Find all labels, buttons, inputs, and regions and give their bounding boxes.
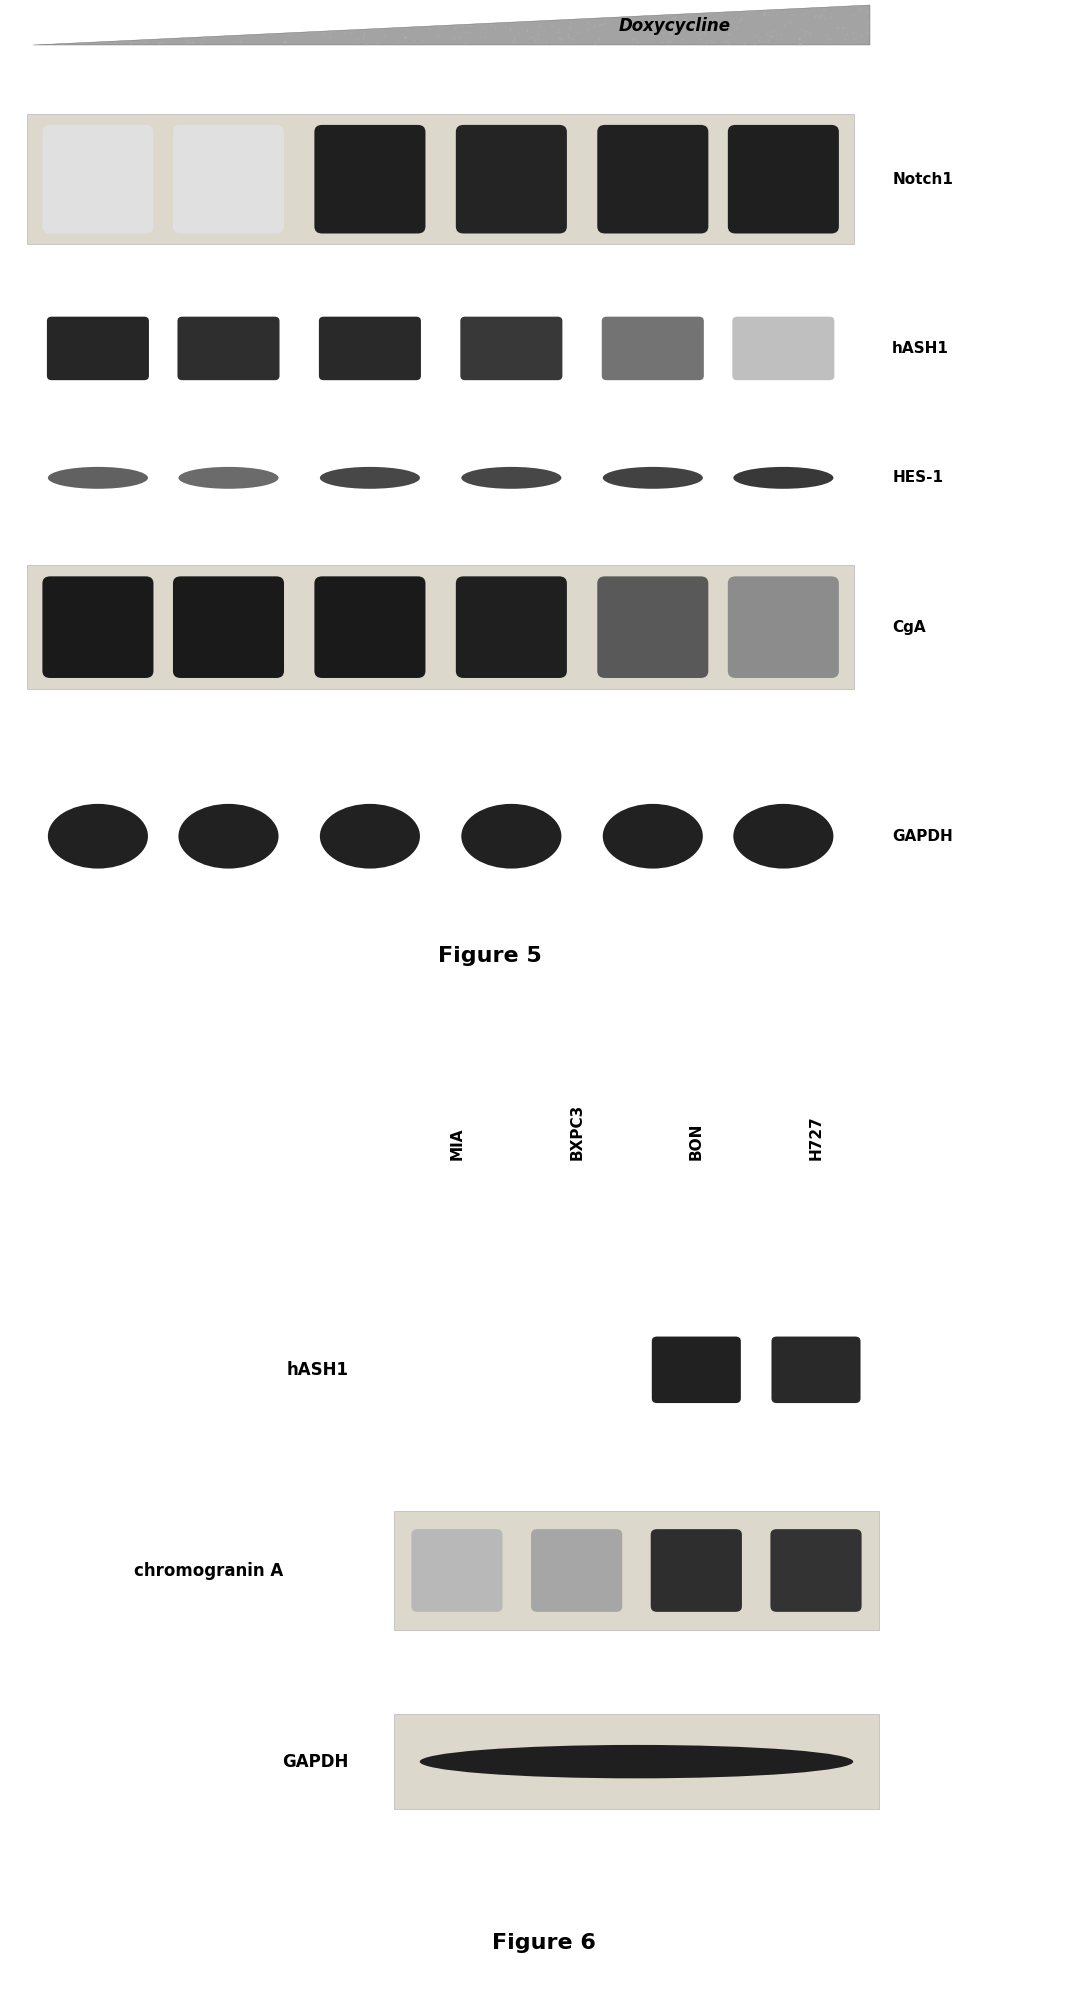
Ellipse shape xyxy=(733,804,833,868)
FancyBboxPatch shape xyxy=(728,125,839,233)
Polygon shape xyxy=(33,4,870,44)
Ellipse shape xyxy=(320,804,420,868)
Bar xyxy=(394,1511,878,1631)
Text: hASH1: hASH1 xyxy=(892,340,949,356)
FancyBboxPatch shape xyxy=(652,1336,741,1404)
Ellipse shape xyxy=(178,804,279,868)
FancyBboxPatch shape xyxy=(728,575,839,679)
FancyBboxPatch shape xyxy=(456,125,567,233)
Ellipse shape xyxy=(461,804,561,868)
Text: Figure 6: Figure 6 xyxy=(492,1933,596,1953)
FancyBboxPatch shape xyxy=(42,125,153,233)
FancyBboxPatch shape xyxy=(42,575,153,679)
FancyBboxPatch shape xyxy=(456,575,567,679)
Bar xyxy=(27,113,854,245)
FancyBboxPatch shape xyxy=(177,317,280,380)
FancyBboxPatch shape xyxy=(314,575,425,679)
FancyBboxPatch shape xyxy=(732,317,834,380)
Ellipse shape xyxy=(603,468,703,488)
Ellipse shape xyxy=(603,804,703,868)
Text: hASH1: hASH1 xyxy=(286,1360,348,1380)
Text: BON: BON xyxy=(689,1123,704,1159)
FancyBboxPatch shape xyxy=(651,1529,742,1613)
FancyBboxPatch shape xyxy=(531,1529,622,1613)
Text: chromogranin A: chromogranin A xyxy=(134,1561,283,1579)
Bar xyxy=(394,1714,878,1810)
Text: Doxycycline: Doxycycline xyxy=(619,16,730,36)
Text: Notch1: Notch1 xyxy=(892,171,953,187)
FancyBboxPatch shape xyxy=(411,1529,503,1613)
FancyBboxPatch shape xyxy=(314,125,425,233)
FancyBboxPatch shape xyxy=(460,317,562,380)
Bar xyxy=(27,565,854,689)
FancyBboxPatch shape xyxy=(597,125,708,233)
Ellipse shape xyxy=(461,468,561,488)
Ellipse shape xyxy=(48,468,148,488)
Text: GAPDH: GAPDH xyxy=(282,1752,348,1770)
FancyBboxPatch shape xyxy=(173,125,284,233)
FancyBboxPatch shape xyxy=(597,575,708,679)
FancyBboxPatch shape xyxy=(173,575,284,679)
FancyBboxPatch shape xyxy=(771,1336,861,1404)
FancyBboxPatch shape xyxy=(602,317,704,380)
Text: HES-1: HES-1 xyxy=(892,470,943,486)
FancyBboxPatch shape xyxy=(47,317,149,380)
Ellipse shape xyxy=(178,468,279,488)
FancyBboxPatch shape xyxy=(319,317,421,380)
Text: H727: H727 xyxy=(808,1115,824,1159)
Text: BXPC3: BXPC3 xyxy=(569,1103,584,1159)
Ellipse shape xyxy=(48,804,148,868)
Ellipse shape xyxy=(420,1744,853,1778)
Text: Figure 5: Figure 5 xyxy=(437,946,542,966)
Ellipse shape xyxy=(733,468,833,488)
Text: MIA: MIA xyxy=(449,1127,465,1159)
Ellipse shape xyxy=(320,468,420,488)
Text: CgA: CgA xyxy=(892,619,926,635)
Text: GAPDH: GAPDH xyxy=(892,828,953,844)
FancyBboxPatch shape xyxy=(770,1529,862,1613)
